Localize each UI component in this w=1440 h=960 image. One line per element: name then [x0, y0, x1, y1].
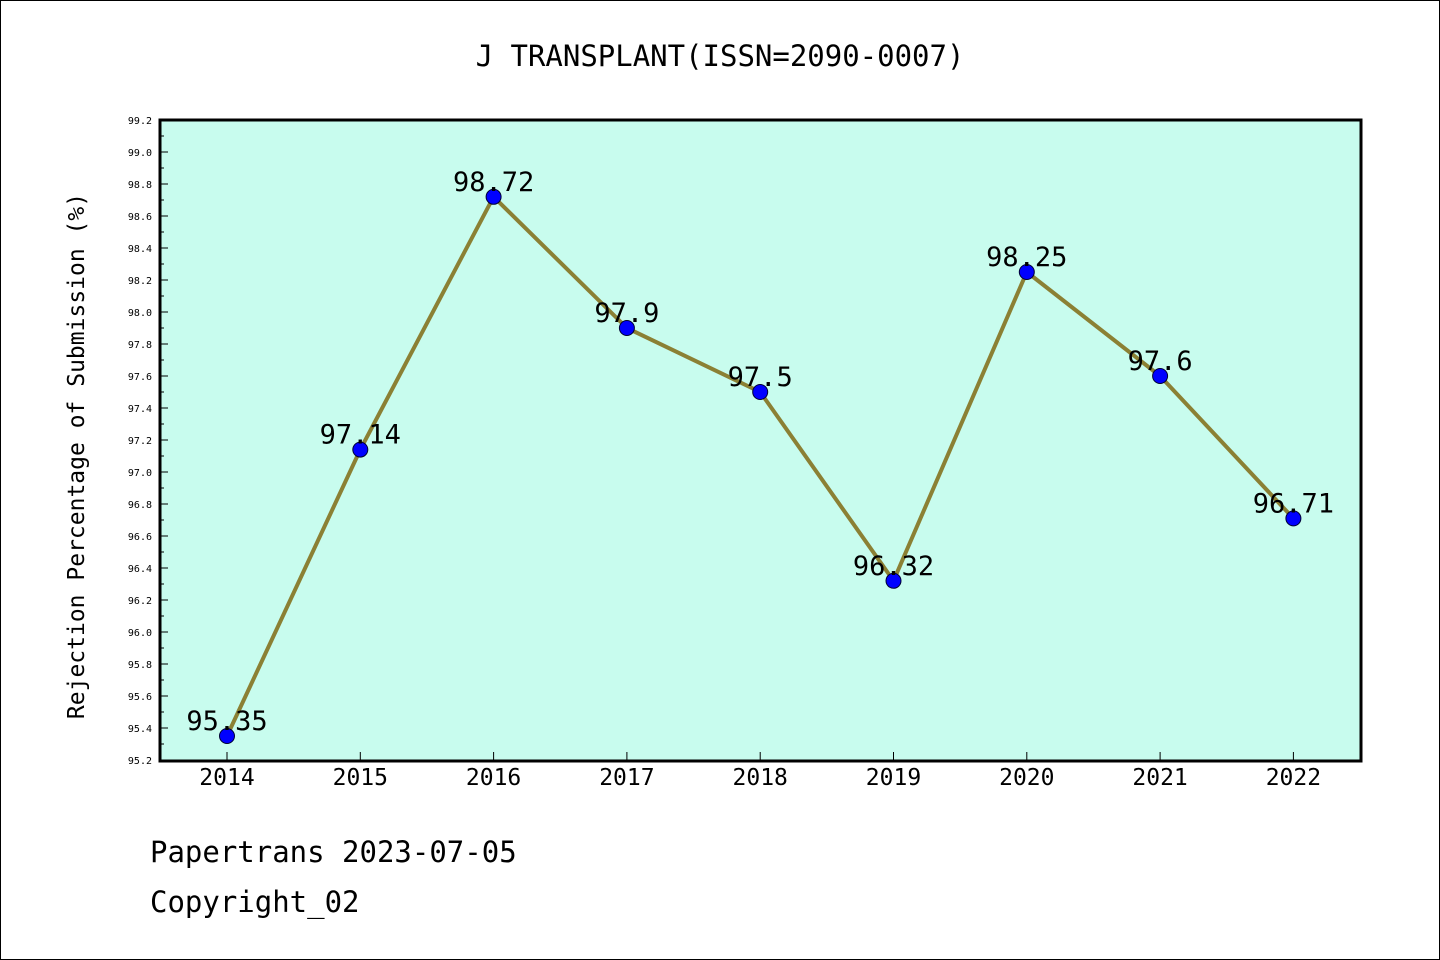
data-point — [618, 320, 635, 336]
y-tick-label: 95.8 — [128, 660, 152, 671]
data-label: 98.25 — [986, 242, 1067, 273]
y-tick-label: 97.8 — [128, 340, 152, 351]
y-tick-label: 96.2 — [128, 596, 152, 607]
y-tick-label: 98.6 — [128, 212, 152, 223]
footer-copyright: Copyright_02 — [150, 885, 360, 919]
chart-title: J TRANSPLANT(ISSN=2090-0007) — [476, 39, 965, 73]
y-tick-label: 96.8 — [128, 500, 152, 511]
data-label: 95.35 — [186, 706, 267, 737]
data-label: 96.71 — [1253, 488, 1334, 519]
y-tick-label: 96.6 — [128, 532, 152, 543]
x-tick-label: 2017 — [599, 765, 654, 791]
x-tick-label: 2018 — [733, 765, 788, 791]
x-axis: 2014 2015 2016 2017 2018 2019 2020 2021 2022 — [199, 752, 1321, 791]
y-tick-label: 98.4 — [128, 244, 152, 255]
y-tick-label: 95.6 — [128, 692, 152, 703]
y-axis-label: Rejection Percentage of Submission (%) — [64, 193, 90, 719]
y-tick-label: 99.2 — [128, 116, 152, 127]
y-tick-label: 97.4 — [128, 404, 152, 415]
data-point — [352, 441, 369, 458]
footer-date: Papertrans 2023-07-05 — [150, 835, 517, 869]
data-point — [1285, 510, 1302, 527]
x-tick-label: 2020 — [999, 765, 1054, 791]
y-tick-label: 97.0 — [128, 468, 152, 479]
y-tick-label: 99.0 — [128, 148, 152, 159]
data-label: 97.5 — [728, 362, 793, 393]
plot-area — [158, 118, 1363, 763]
data-label: 97.6 — [1128, 346, 1193, 377]
y-tick-label: 97.6 — [128, 372, 152, 383]
x-tick-label: 2021 — [1132, 765, 1187, 791]
data-point — [485, 188, 502, 205]
data-point — [1018, 264, 1035, 280]
data-point — [752, 384, 769, 400]
y-tick-label: 98.8 — [128, 180, 152, 191]
x-tick-label: 2014 — [199, 765, 254, 791]
data-label: 97.9 — [594, 298, 659, 329]
y-tick-label: 95.4 — [128, 724, 152, 735]
y-tick-label: 98.2 — [128, 276, 152, 287]
x-tick-label: 2019 — [866, 765, 921, 791]
y-tick-label: 95.2 — [128, 756, 152, 767]
x-tick-label: 2022 — [1266, 765, 1321, 791]
y-tick-label: 97.2 — [128, 436, 152, 447]
x-tick-label: 2016 — [466, 765, 521, 791]
x-tick-label: 2015 — [333, 765, 388, 791]
data-label: 98.72 — [453, 167, 534, 198]
data-point — [1152, 368, 1169, 384]
y-tick-label: 98.0 — [128, 308, 152, 319]
y-tick-label: 96.0 — [128, 628, 152, 639]
y-tick-label: 96.4 — [128, 564, 152, 575]
data-point — [885, 572, 902, 589]
y-axis: 95.2 95.4 95.6 95.8 96.0 96.2 96.4 96.6 96.8 97.0… — [128, 116, 168, 767]
data-label: 97.14 — [320, 420, 401, 451]
data-label: 96.32 — [853, 551, 934, 582]
data-point — [219, 728, 235, 744]
series-rejection: 95.35 97.14 98.72 97.9 97.5 96.32 98.25 97.6 96.… — [186, 167, 1334, 744]
